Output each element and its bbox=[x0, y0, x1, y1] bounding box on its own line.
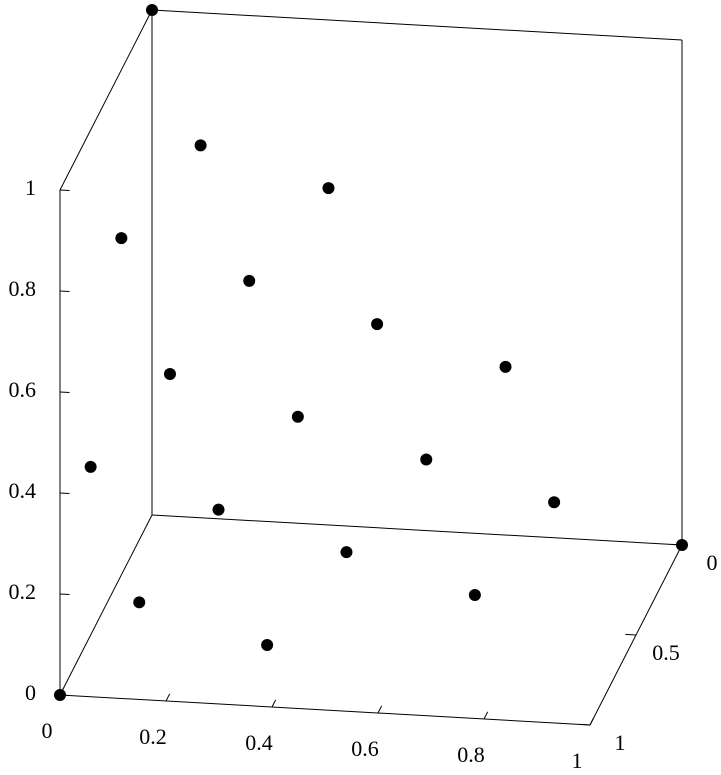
z-tick-label: 0.8 bbox=[9, 276, 37, 301]
x-tick bbox=[589, 717, 595, 726]
axis-line bbox=[151, 9, 683, 41]
x-tick bbox=[377, 705, 383, 714]
x-tick bbox=[483, 711, 489, 720]
point bbox=[212, 503, 225, 516]
point bbox=[548, 496, 561, 509]
axis-line bbox=[59, 694, 591, 726]
point bbox=[115, 232, 128, 245]
x-tick-label: 0.2 bbox=[139, 724, 167, 749]
x-tick-label: 0.8 bbox=[457, 742, 485, 767]
y-tick-label: 0 bbox=[707, 550, 718, 575]
y-tick-label: 1 bbox=[615, 730, 626, 755]
point bbox=[291, 410, 304, 423]
z-tick bbox=[59, 391, 70, 394]
point bbox=[676, 539, 688, 551]
point bbox=[322, 182, 335, 195]
axis-line bbox=[151, 514, 683, 546]
point bbox=[54, 689, 66, 701]
y-tick bbox=[579, 723, 591, 726]
z-tick bbox=[59, 189, 70, 192]
point bbox=[261, 639, 274, 652]
point bbox=[340, 546, 353, 559]
z-tick bbox=[59, 492, 70, 495]
z-tick bbox=[59, 290, 70, 293]
point bbox=[499, 360, 512, 373]
x-tick-label: 0 bbox=[42, 718, 53, 743]
axis-line bbox=[59, 514, 153, 696]
point bbox=[84, 460, 97, 473]
point bbox=[194, 139, 207, 152]
z-tick bbox=[59, 593, 70, 596]
point bbox=[420, 453, 433, 466]
y-tick-label: 0.5 bbox=[652, 640, 680, 665]
x-tick bbox=[271, 699, 277, 708]
x-tick-label: 1 bbox=[572, 748, 583, 773]
point bbox=[146, 4, 158, 16]
z-tick-label: 1 bbox=[25, 175, 36, 200]
x-tick bbox=[165, 693, 171, 702]
x-tick-label: 0.6 bbox=[351, 736, 379, 761]
point bbox=[468, 588, 481, 601]
z-tick-label: 0.2 bbox=[9, 579, 37, 604]
z-tick-label: 0.6 bbox=[9, 377, 37, 402]
x-tick-label: 0.4 bbox=[245, 730, 273, 755]
y-tick bbox=[625, 633, 637, 636]
axis-line bbox=[59, 9, 153, 191]
point bbox=[163, 368, 176, 381]
point bbox=[243, 274, 256, 287]
point bbox=[371, 318, 384, 331]
z-tick-label: 0.4 bbox=[9, 478, 37, 503]
z-tick-label: 0 bbox=[25, 680, 36, 705]
point bbox=[133, 596, 146, 609]
